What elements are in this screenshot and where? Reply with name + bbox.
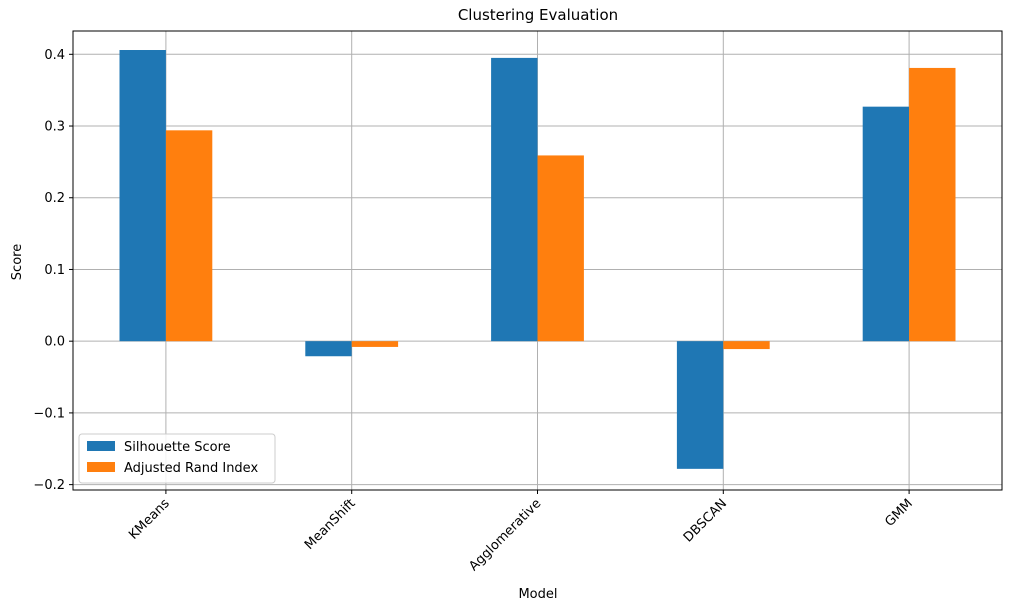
y-tick-label: 0.0 bbox=[44, 335, 65, 350]
bar-kmeans-series-1 bbox=[119, 50, 166, 342]
y-tick-label: 0.2 bbox=[44, 191, 65, 206]
chart-title: Clustering Evaluation bbox=[458, 6, 618, 24]
legend-label: Silhouette Score bbox=[124, 440, 231, 455]
legend-label: Adjusted Rand Index bbox=[124, 461, 258, 476]
bar-meanshift-series-1 bbox=[305, 341, 352, 357]
bar-agglomerative-series-2 bbox=[537, 155, 584, 342]
bar-kmeans-series-2 bbox=[165, 130, 213, 342]
bar-gmm-series-1 bbox=[862, 106, 910, 342]
x-axis-label: Model bbox=[518, 587, 557, 602]
bar-dbscan-series-2 bbox=[723, 341, 770, 350]
y-tick-label: −0.1 bbox=[33, 406, 65, 421]
bar-dbscan-series-1 bbox=[676, 341, 724, 469]
bar-gmm-series-2 bbox=[909, 67, 956, 342]
legend-box bbox=[78, 433, 276, 484]
y-axis-label: Score bbox=[10, 244, 25, 280]
bar-agglomerative-series-1 bbox=[491, 57, 538, 342]
y-tick-label: 0.4 bbox=[44, 48, 65, 63]
y-tick-label: 0.1 bbox=[44, 263, 65, 278]
y-tick-label: 0.3 bbox=[44, 120, 65, 135]
legend-swatch bbox=[87, 462, 115, 472]
y-tick-label: −0.2 bbox=[33, 478, 65, 493]
bars-layer bbox=[119, 50, 956, 469]
legend: Silhouette Score Adjusted Rand Index bbox=[78, 433, 276, 484]
legend-swatch bbox=[87, 441, 115, 451]
bar-meanshift-series-2 bbox=[351, 341, 399, 347]
